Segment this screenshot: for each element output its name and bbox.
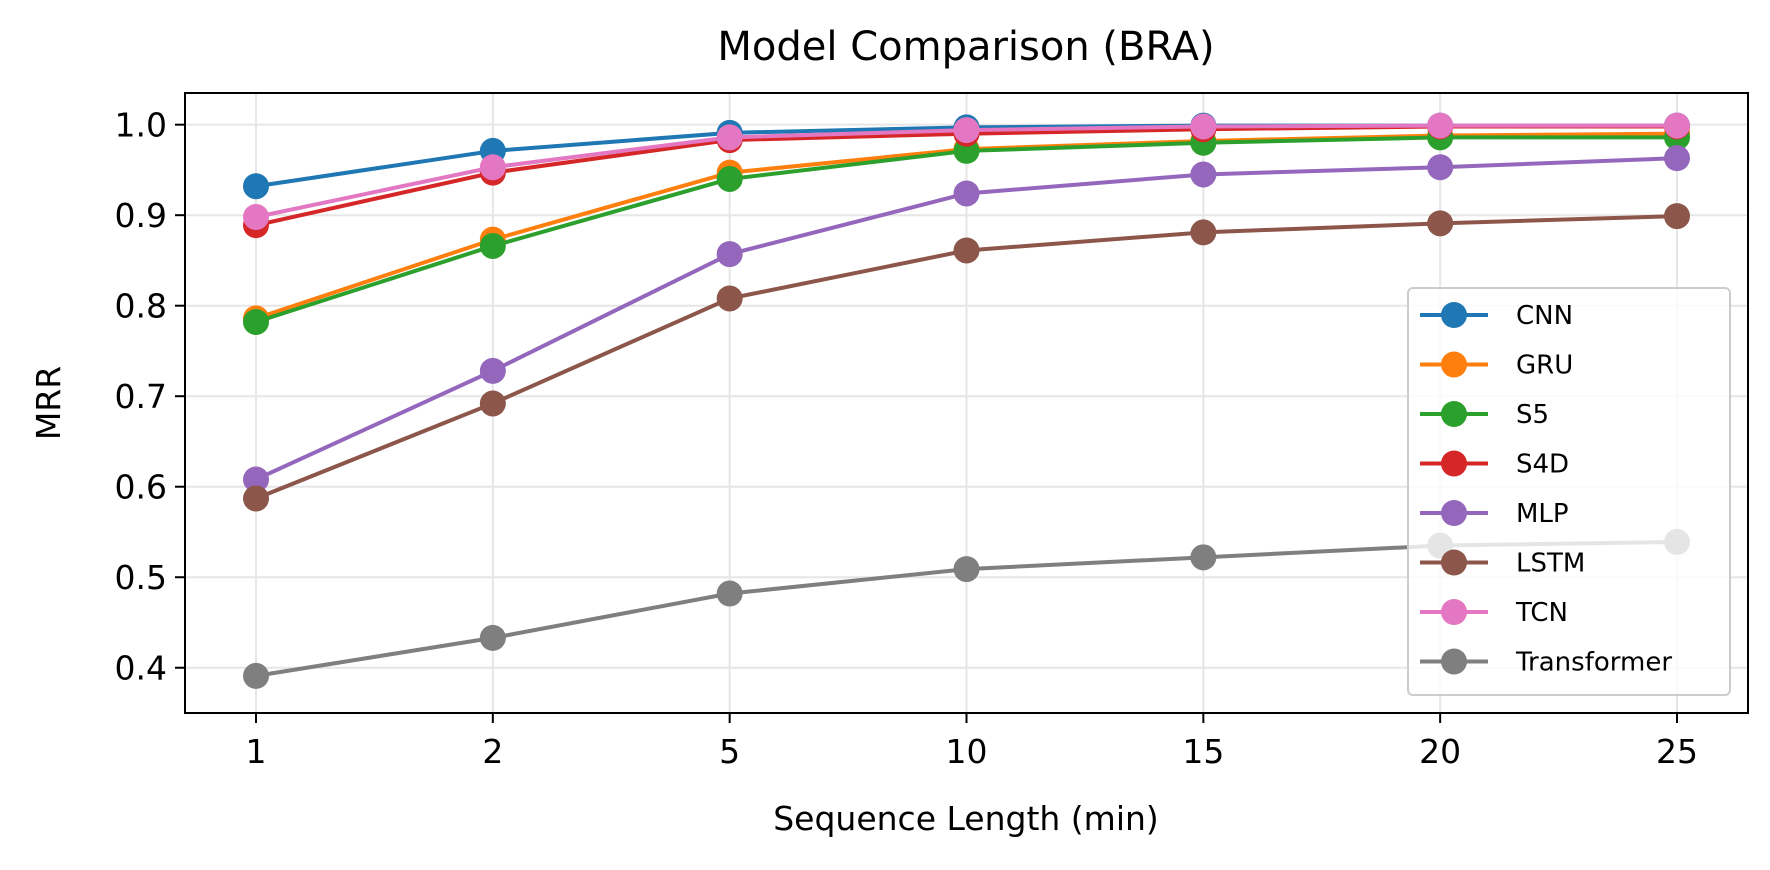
data-point-mlp	[1190, 161, 1217, 188]
series-group	[243, 112, 1690, 689]
legend-entry-tcn: TCN	[1420, 598, 1568, 628]
x-tick-label: 20	[1419, 732, 1461, 771]
legend-entry-s5: S5	[1420, 400, 1549, 430]
legend-entry-transformer: Transformer	[1420, 648, 1672, 678]
data-point-s5	[479, 232, 506, 259]
data-point-transformer	[479, 624, 506, 651]
y-tick-label: 0.4	[115, 649, 167, 688]
data-point-lstm	[1427, 210, 1454, 237]
data-point-lstm	[716, 285, 743, 312]
legend-marker-cnn	[1441, 302, 1467, 328]
y-tick-label: 0.7	[115, 377, 167, 416]
legend-marker-tcn	[1441, 599, 1467, 625]
data-point-cnn	[243, 173, 269, 200]
legend-label-tcn: TCN	[1515, 598, 1568, 628]
legend-label-s4d: S4D	[1516, 450, 1569, 480]
x-tick-label: 15	[1182, 732, 1224, 771]
data-point-s5	[243, 308, 269, 335]
y-axis-label: MRR	[29, 366, 68, 440]
legend-entry-cnn: CNN	[1420, 301, 1573, 331]
data-point-mlp	[1664, 145, 1690, 172]
legend-label-transformer: Transformer	[1515, 648, 1672, 678]
legend-box	[1407, 287, 1731, 696]
legend-entry-mlp: MLP	[1420, 499, 1569, 529]
series-lstm	[243, 203, 1690, 512]
data-point-mlp	[953, 180, 980, 207]
x-tick-label: 5	[719, 732, 740, 771]
data-point-transformer	[953, 556, 980, 583]
data-point-s5	[716, 165, 743, 192]
series-mlp	[243, 145, 1690, 493]
data-point-transformer	[716, 580, 743, 607]
data-point-lstm	[1664, 203, 1690, 230]
legend-label-s5: S5	[1516, 400, 1549, 430]
data-point-mlp	[1427, 154, 1454, 181]
x-tick-label: 2	[482, 732, 503, 771]
data-point-lstm	[1190, 219, 1217, 246]
y-tick-label: 0.9	[115, 196, 167, 235]
legend-entry-s4d: S4D	[1420, 450, 1569, 480]
x-axis-label: Sequence Length (min)	[773, 799, 1159, 838]
legend-marker-gru	[1441, 351, 1467, 378]
legend: CNN GRU S5 S4D MLP LSTM TCN Transformer	[1407, 287, 1731, 696]
chart-title: Model Comparison (BRA)	[717, 24, 1214, 70]
legend-entry-lstm: LSTM	[1420, 549, 1585, 579]
data-point-tcn	[1664, 112, 1690, 139]
x-tick-label: 25	[1656, 732, 1698, 771]
legend-label-mlp: MLP	[1516, 499, 1569, 529]
data-point-tcn	[243, 204, 269, 230]
data-point-mlp	[479, 357, 506, 384]
legend-marker-s5	[1441, 401, 1467, 427]
data-point-tcn	[953, 117, 980, 144]
legend-marker-s4d	[1441, 450, 1467, 477]
data-point-mlp	[716, 241, 743, 268]
legend-entry-gru: GRU	[1420, 351, 1573, 381]
data-point-tcn	[716, 124, 743, 151]
data-point-lstm	[479, 390, 506, 417]
data-point-lstm	[953, 237, 980, 264]
data-point-transformer	[1190, 544, 1217, 571]
legend-label-lstm: LSTM	[1516, 549, 1585, 579]
y-tick-label: 0.6	[115, 468, 167, 507]
y-tick-label: 0.5	[115, 558, 167, 597]
data-point-mlp	[243, 466, 269, 493]
legend-label-cnn: CNN	[1516, 301, 1573, 331]
legend-label-gru: GRU	[1516, 351, 1573, 381]
legend-marker-mlp	[1441, 500, 1467, 526]
axes: 1 2 5 10 15 20 250.40.50.60.70.80.91.0	[115, 106, 1698, 771]
data-point-tcn	[479, 154, 506, 181]
legend-marker-transformer	[1441, 648, 1467, 675]
data-point-tcn	[1190, 113, 1217, 140]
x-tick-label: 10	[946, 732, 988, 771]
y-tick-label: 1.0	[115, 106, 167, 145]
series-tcn	[243, 112, 1690, 230]
x-tick-label: 1	[246, 732, 267, 771]
legend-marker-lstm	[1441, 549, 1467, 576]
data-point-transformer	[243, 662, 269, 689]
data-point-lstm	[243, 485, 269, 512]
y-tick-label: 0.8	[115, 287, 167, 326]
data-point-tcn	[1427, 112, 1454, 139]
